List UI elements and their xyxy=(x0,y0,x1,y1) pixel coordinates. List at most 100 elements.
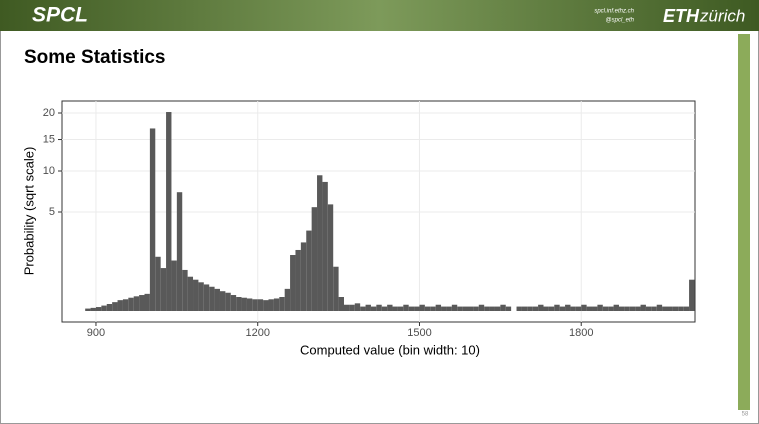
bar xyxy=(118,300,123,311)
x-tick-label: 1500 xyxy=(407,327,431,339)
bar xyxy=(570,307,575,311)
bar xyxy=(468,307,473,311)
bar xyxy=(581,305,586,311)
bar xyxy=(306,231,311,311)
bar xyxy=(328,204,333,311)
bar xyxy=(193,280,198,311)
bar xyxy=(624,307,629,311)
bar xyxy=(112,302,117,311)
header-bar xyxy=(0,0,759,31)
bar xyxy=(597,305,602,311)
bar xyxy=(393,307,398,311)
bar xyxy=(333,267,338,311)
bar xyxy=(538,305,543,311)
bar xyxy=(463,307,468,311)
bar xyxy=(506,307,511,311)
bar xyxy=(678,307,683,311)
bar xyxy=(457,307,462,311)
bar xyxy=(587,307,592,311)
bar xyxy=(317,175,322,311)
bar xyxy=(425,307,430,311)
slide: SPCL spcl.inf.ethz.ch @spcl_eth ETH züri… xyxy=(0,0,759,424)
bar xyxy=(549,307,554,311)
bar xyxy=(198,282,203,311)
bar xyxy=(220,291,225,311)
bar xyxy=(355,303,360,311)
bar xyxy=(398,307,403,311)
y-tick-label: 15 xyxy=(43,133,55,145)
bar xyxy=(188,277,193,311)
bar xyxy=(387,305,392,311)
x-tick-label: 1200 xyxy=(245,327,269,339)
bar xyxy=(91,308,96,311)
bar xyxy=(295,250,300,311)
bar xyxy=(576,307,581,311)
bar xyxy=(689,280,694,311)
bar xyxy=(619,307,624,311)
bar xyxy=(242,298,247,311)
bar xyxy=(554,305,559,311)
bar xyxy=(414,307,419,311)
bar xyxy=(123,299,128,311)
y-axis-label: Probability (sqrt scale) xyxy=(21,147,36,276)
bar xyxy=(204,284,209,311)
bar xyxy=(290,255,295,311)
y-tick-label: 5 xyxy=(49,206,55,218)
bar xyxy=(371,307,376,311)
bar xyxy=(139,295,144,311)
bar xyxy=(452,305,457,311)
bar xyxy=(231,295,236,311)
bar xyxy=(592,307,597,311)
bar xyxy=(484,307,489,311)
site: spcl.inf.ethz.ch xyxy=(594,9,634,15)
bar xyxy=(301,242,306,311)
bar xyxy=(252,299,257,311)
bar xyxy=(376,305,381,311)
handle: @spcl_eth xyxy=(606,18,635,24)
bar xyxy=(646,307,651,311)
bar xyxy=(101,306,106,311)
bar xyxy=(85,309,90,311)
bar xyxy=(360,307,365,311)
bar xyxy=(479,305,484,311)
bar xyxy=(134,296,139,311)
bar xyxy=(155,257,160,311)
bar xyxy=(662,307,667,311)
bar xyxy=(166,112,171,311)
bar xyxy=(366,305,371,311)
bar xyxy=(349,305,354,311)
bar xyxy=(171,261,176,311)
y-tick-label: 10 xyxy=(43,165,55,177)
bar xyxy=(182,270,187,311)
bar xyxy=(473,307,478,311)
bar xyxy=(128,298,133,311)
bar xyxy=(285,289,290,311)
bar xyxy=(522,307,527,311)
page-number: 58 xyxy=(742,412,749,418)
bar xyxy=(339,297,344,311)
side-bar xyxy=(738,34,750,410)
bar xyxy=(543,307,548,311)
bar xyxy=(603,307,608,311)
x-tick-label: 1800 xyxy=(569,327,593,339)
y-tick-label: 20 xyxy=(43,107,55,119)
bar xyxy=(517,307,522,311)
x-tick-label: 900 xyxy=(87,327,105,339)
bar xyxy=(258,299,263,311)
bar xyxy=(430,307,435,311)
bar xyxy=(409,307,414,311)
bar xyxy=(419,305,424,311)
bar xyxy=(614,305,619,311)
bar xyxy=(657,305,662,311)
bar xyxy=(673,307,678,311)
x-axis-label: Computed value (bin width: 10) xyxy=(300,342,480,357)
bar xyxy=(436,305,441,311)
city: zürich xyxy=(699,6,745,25)
bar xyxy=(215,289,220,311)
bar xyxy=(382,307,387,311)
bar xyxy=(144,294,149,311)
bar xyxy=(247,298,252,311)
bar xyxy=(150,128,155,311)
bar xyxy=(684,307,689,311)
bar xyxy=(608,307,613,311)
